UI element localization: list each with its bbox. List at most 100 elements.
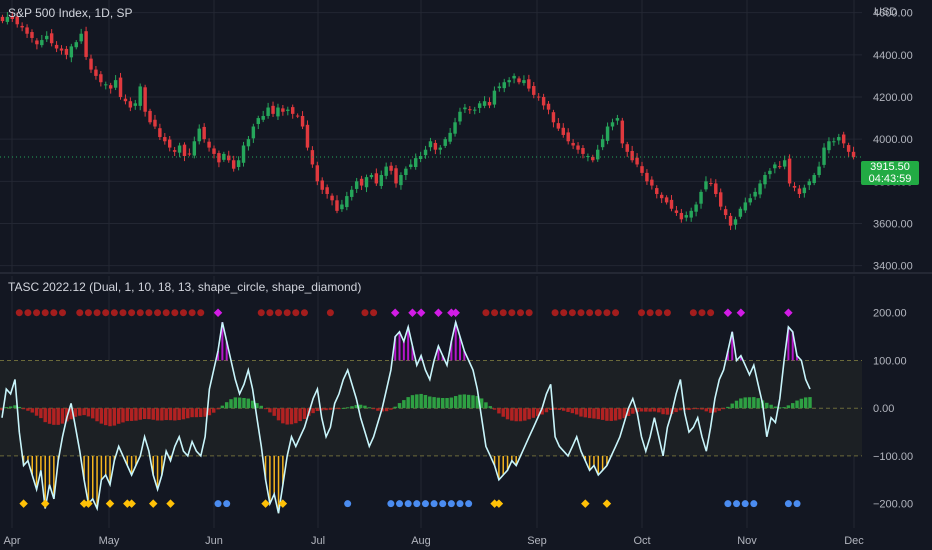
hist-bar-negative [73, 408, 78, 417]
hist-bar-positive [419, 393, 423, 409]
buy-circle [214, 500, 222, 508]
candle-up [104, 81, 108, 90]
candle-down [556, 118, 561, 131]
candle-down [330, 193, 334, 206]
buy-diamond [494, 499, 504, 508]
candle-up [733, 216, 738, 230]
candle-down [320, 177, 324, 194]
hist-bar-negative [514, 408, 518, 422]
candle-body [69, 46, 74, 58]
hist-bar-positive [756, 398, 760, 409]
candle-body [345, 196, 349, 208]
candle-down [659, 192, 664, 204]
candle-down [59, 45, 64, 55]
candle-body [566, 132, 570, 142]
hist-bar-positive [453, 396, 458, 409]
sell-circle [525, 309, 533, 317]
hist-bar-positive [229, 399, 233, 409]
hist-bar-negative [199, 408, 203, 418]
hist-bar-negative [544, 408, 549, 413]
candle-down [679, 208, 684, 223]
signal-markers [15, 308, 801, 508]
hist-bar-negative [103, 408, 108, 426]
candle-down [797, 185, 802, 198]
sell-circle [128, 309, 136, 317]
hist-bar-positive [730, 403, 734, 409]
candle-body [704, 181, 708, 190]
hist-bar-negative [21, 408, 26, 410]
candle-down [168, 136, 172, 152]
candle-body [359, 178, 364, 186]
hist-bar-negative [91, 408, 95, 419]
hist-bar-negative [99, 408, 104, 424]
candle-body [743, 202, 748, 211]
candle-down [123, 94, 128, 105]
hist-bar-negative [181, 408, 186, 420]
hist-bar-negative [600, 408, 605, 420]
sell-circle [326, 309, 334, 317]
hist-bar-negative [492, 408, 497, 410]
hist-bar-negative [652, 408, 657, 412]
candle-body [797, 188, 802, 194]
candle-body [768, 170, 772, 175]
hist-bar-negative [687, 408, 691, 410]
candle-down [300, 111, 305, 130]
sell-circle [119, 309, 127, 317]
candle-up [443, 137, 447, 149]
candle-body [20, 25, 24, 28]
hist-bar-positive [259, 405, 263, 409]
candle-body [640, 166, 644, 173]
hist-bar-negative [570, 408, 575, 414]
candle-body [212, 148, 216, 154]
candle-body [418, 156, 423, 159]
candle-body [817, 166, 821, 176]
candle-up [256, 115, 260, 130]
sell-circle [517, 309, 525, 317]
candle-body [576, 145, 580, 150]
candle-down [0, 14, 5, 24]
candle-up [236, 156, 241, 171]
candle-down [84, 26, 88, 60]
hist-bar-positive [410, 395, 415, 409]
hist-bar-negative [657, 408, 661, 413]
candle-up [364, 174, 369, 193]
osc-histogram [0, 393, 812, 427]
candle-up [704, 176, 708, 192]
candle-up [699, 189, 703, 209]
hist-bar-negative [605, 408, 609, 421]
time-tick-label-7: Nov [737, 535, 757, 547]
hist-bar-negative [536, 408, 540, 417]
candle-body [384, 166, 388, 176]
candle-body [477, 103, 482, 108]
time-tick-label-6: Oct [633, 535, 650, 547]
hist-bar-negative [561, 408, 566, 411]
candle-body [399, 175, 403, 186]
buy-circle [741, 500, 749, 508]
osc-tick-label-4: −200.00 [873, 499, 913, 511]
hist-bar-negative [30, 408, 34, 413]
hist-bar-negative [26, 408, 30, 411]
candle-down [10, 11, 15, 22]
candle-body [99, 74, 103, 83]
candle-up [812, 172, 816, 186]
candle-body [45, 35, 49, 40]
hist-bar-positive [795, 400, 799, 409]
candle-body [709, 183, 713, 185]
candle-body [443, 139, 447, 146]
candle-up [413, 153, 418, 170]
candle-down [778, 161, 782, 169]
sell-circle [603, 309, 611, 317]
candle-body [123, 98, 128, 102]
candle-down [625, 141, 629, 157]
sell-circle [136, 309, 144, 317]
candle-down [143, 84, 147, 117]
hist-bar-negative [674, 408, 678, 413]
candle-up [689, 207, 693, 222]
candle-body [335, 200, 339, 211]
candle-body [625, 144, 629, 152]
time-tick-label-5: Sep [527, 535, 547, 547]
hist-bar-negative [39, 408, 43, 419]
candle-down [295, 113, 300, 119]
